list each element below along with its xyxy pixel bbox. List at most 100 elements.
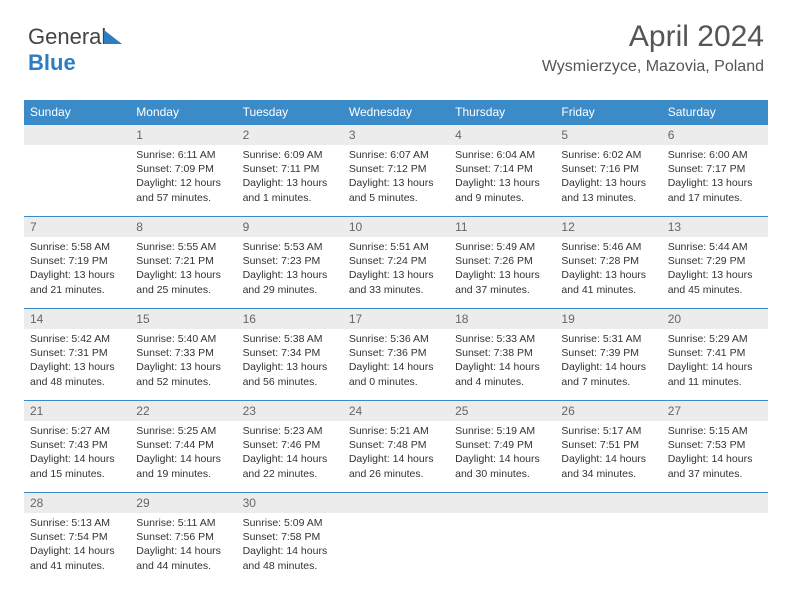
day-number: 15 <box>130 309 236 329</box>
day-body: Sunrise: 6:00 AMSunset: 7:17 PMDaylight:… <box>662 145 768 209</box>
day-body: Sunrise: 5:40 AMSunset: 7:33 PMDaylight:… <box>130 329 236 393</box>
day-body: Sunrise: 5:53 AMSunset: 7:23 PMDaylight:… <box>237 237 343 301</box>
calendar-day-cell: 16Sunrise: 5:38 AMSunset: 7:34 PMDayligh… <box>237 309 343 401</box>
calendar-day-cell: 13Sunrise: 5:44 AMSunset: 7:29 PMDayligh… <box>662 217 768 309</box>
calendar-day-cell: 1Sunrise: 6:11 AMSunset: 7:09 PMDaylight… <box>130 125 236 217</box>
logo-triangle-icon <box>104 30 122 44</box>
calendar-day-cell: 4Sunrise: 6:04 AMSunset: 7:14 PMDaylight… <box>449 125 555 217</box>
calendar-day-cell: 2Sunrise: 6:09 AMSunset: 7:11 PMDaylight… <box>237 125 343 217</box>
calendar-week-row: 7Sunrise: 5:58 AMSunset: 7:19 PMDaylight… <box>24 217 768 309</box>
day-number: 14 <box>24 309 130 329</box>
page-title: April 2024 <box>629 20 764 54</box>
calendar-day-cell: 30Sunrise: 5:09 AMSunset: 7:58 PMDayligh… <box>237 493 343 585</box>
day-number: 22 <box>130 401 236 421</box>
calendar-day-cell: 19Sunrise: 5:31 AMSunset: 7:39 PMDayligh… <box>555 309 661 401</box>
day-body: Sunrise: 6:04 AMSunset: 7:14 PMDaylight:… <box>449 145 555 209</box>
day-body: Sunrise: 5:09 AMSunset: 7:58 PMDaylight:… <box>237 513 343 577</box>
page-subtitle: Wysmierzyce, Mazovia, Poland <box>542 58 764 76</box>
day-body: Sunrise: 5:36 AMSunset: 7:36 PMDaylight:… <box>343 329 449 393</box>
day-number-empty <box>343 493 449 513</box>
calendar-day-cell: 7Sunrise: 5:58 AMSunset: 7:19 PMDaylight… <box>24 217 130 309</box>
day-number: 17 <box>343 309 449 329</box>
calendar-week-row: 14Sunrise: 5:42 AMSunset: 7:31 PMDayligh… <box>24 309 768 401</box>
day-number: 23 <box>237 401 343 421</box>
calendar-day-cell: 28Sunrise: 5:13 AMSunset: 7:54 PMDayligh… <box>24 493 130 585</box>
day-body: Sunrise: 5:19 AMSunset: 7:49 PMDaylight:… <box>449 421 555 485</box>
day-number: 26 <box>555 401 661 421</box>
day-number: 19 <box>555 309 661 329</box>
calendar-week-row: 21Sunrise: 5:27 AMSunset: 7:43 PMDayligh… <box>24 401 768 493</box>
day-body: Sunrise: 5:51 AMSunset: 7:24 PMDaylight:… <box>343 237 449 301</box>
day-number: 29 <box>130 493 236 513</box>
day-number: 7 <box>24 217 130 237</box>
day-number: 4 <box>449 125 555 145</box>
day-body: Sunrise: 5:25 AMSunset: 7:44 PMDaylight:… <box>130 421 236 485</box>
day-number-empty <box>24 125 130 145</box>
calendar-day-cell: 20Sunrise: 5:29 AMSunset: 7:41 PMDayligh… <box>662 309 768 401</box>
calendar-day-cell: 29Sunrise: 5:11 AMSunset: 7:56 PMDayligh… <box>130 493 236 585</box>
calendar-day-cell: 27Sunrise: 5:15 AMSunset: 7:53 PMDayligh… <box>662 401 768 493</box>
calendar-day-cell <box>449 493 555 585</box>
calendar-week-row: 1Sunrise: 6:11 AMSunset: 7:09 PMDaylight… <box>24 125 768 217</box>
day-number: 16 <box>237 309 343 329</box>
day-body: Sunrise: 5:38 AMSunset: 7:34 PMDaylight:… <box>237 329 343 393</box>
calendar-day-cell: 9Sunrise: 5:53 AMSunset: 7:23 PMDaylight… <box>237 217 343 309</box>
calendar-day-cell: 22Sunrise: 5:25 AMSunset: 7:44 PMDayligh… <box>130 401 236 493</box>
day-body: Sunrise: 5:42 AMSunset: 7:31 PMDaylight:… <box>24 329 130 393</box>
calendar-day-cell <box>343 493 449 585</box>
day-body: Sunrise: 5:31 AMSunset: 7:39 PMDaylight:… <box>555 329 661 393</box>
calendar-header-cell: Monday <box>130 100 236 125</box>
calendar-day-cell <box>662 493 768 585</box>
day-body: Sunrise: 5:46 AMSunset: 7:28 PMDaylight:… <box>555 237 661 301</box>
day-number: 10 <box>343 217 449 237</box>
day-number: 5 <box>555 125 661 145</box>
day-number-empty <box>555 493 661 513</box>
day-number: 18 <box>449 309 555 329</box>
day-number: 12 <box>555 217 661 237</box>
calendar-table: SundayMondayTuesdayWednesdayThursdayFrid… <box>24 100 768 585</box>
calendar-day-cell: 24Sunrise: 5:21 AMSunset: 7:48 PMDayligh… <box>343 401 449 493</box>
day-body: Sunrise: 5:27 AMSunset: 7:43 PMDaylight:… <box>24 421 130 485</box>
calendar-header-cell: Thursday <box>449 100 555 125</box>
day-body: Sunrise: 5:55 AMSunset: 7:21 PMDaylight:… <box>130 237 236 301</box>
calendar-day-cell: 26Sunrise: 5:17 AMSunset: 7:51 PMDayligh… <box>555 401 661 493</box>
calendar-header-cell: Sunday <box>24 100 130 125</box>
calendar-header-cell: Saturday <box>662 100 768 125</box>
day-body: Sunrise: 5:23 AMSunset: 7:46 PMDaylight:… <box>237 421 343 485</box>
day-number: 8 <box>130 217 236 237</box>
day-body: Sunrise: 5:33 AMSunset: 7:38 PMDaylight:… <box>449 329 555 393</box>
day-body: Sunrise: 6:02 AMSunset: 7:16 PMDaylight:… <box>555 145 661 209</box>
day-number: 27 <box>662 401 768 421</box>
day-body: Sunrise: 6:11 AMSunset: 7:09 PMDaylight:… <box>130 145 236 209</box>
logo-text-1: General <box>28 24 106 49</box>
calendar-day-cell <box>555 493 661 585</box>
calendar-day-cell: 23Sunrise: 5:23 AMSunset: 7:46 PMDayligh… <box>237 401 343 493</box>
day-number: 20 <box>662 309 768 329</box>
day-body: Sunrise: 5:49 AMSunset: 7:26 PMDaylight:… <box>449 237 555 301</box>
calendar-day-cell: 5Sunrise: 6:02 AMSunset: 7:16 PMDaylight… <box>555 125 661 217</box>
day-number: 30 <box>237 493 343 513</box>
day-body: Sunrise: 5:58 AMSunset: 7:19 PMDaylight:… <box>24 237 130 301</box>
day-body: Sunrise: 5:15 AMSunset: 7:53 PMDaylight:… <box>662 421 768 485</box>
day-number-empty <box>662 493 768 513</box>
calendar-day-cell: 14Sunrise: 5:42 AMSunset: 7:31 PMDayligh… <box>24 309 130 401</box>
day-number: 1 <box>130 125 236 145</box>
day-number: 21 <box>24 401 130 421</box>
day-number: 24 <box>343 401 449 421</box>
calendar-day-cell: 3Sunrise: 6:07 AMSunset: 7:12 PMDaylight… <box>343 125 449 217</box>
calendar-day-cell: 11Sunrise: 5:49 AMSunset: 7:26 PMDayligh… <box>449 217 555 309</box>
day-body: Sunrise: 5:29 AMSunset: 7:41 PMDaylight:… <box>662 329 768 393</box>
day-body: Sunrise: 5:13 AMSunset: 7:54 PMDaylight:… <box>24 513 130 577</box>
logo-text-2: Blue <box>28 50 76 75</box>
calendar-day-cell: 21Sunrise: 5:27 AMSunset: 7:43 PMDayligh… <box>24 401 130 493</box>
calendar-day-cell: 15Sunrise: 5:40 AMSunset: 7:33 PMDayligh… <box>130 309 236 401</box>
calendar-header-row: SundayMondayTuesdayWednesdayThursdayFrid… <box>24 100 768 125</box>
day-body: Sunrise: 5:44 AMSunset: 7:29 PMDaylight:… <box>662 237 768 301</box>
day-number-empty <box>449 493 555 513</box>
day-body: Sunrise: 6:09 AMSunset: 7:11 PMDaylight:… <box>237 145 343 209</box>
day-body: Sunrise: 5:21 AMSunset: 7:48 PMDaylight:… <box>343 421 449 485</box>
day-body: Sunrise: 6:07 AMSunset: 7:12 PMDaylight:… <box>343 145 449 209</box>
calendar-header-cell: Friday <box>555 100 661 125</box>
calendar-header-cell: Tuesday <box>237 100 343 125</box>
calendar-day-cell: 8Sunrise: 5:55 AMSunset: 7:21 PMDaylight… <box>130 217 236 309</box>
